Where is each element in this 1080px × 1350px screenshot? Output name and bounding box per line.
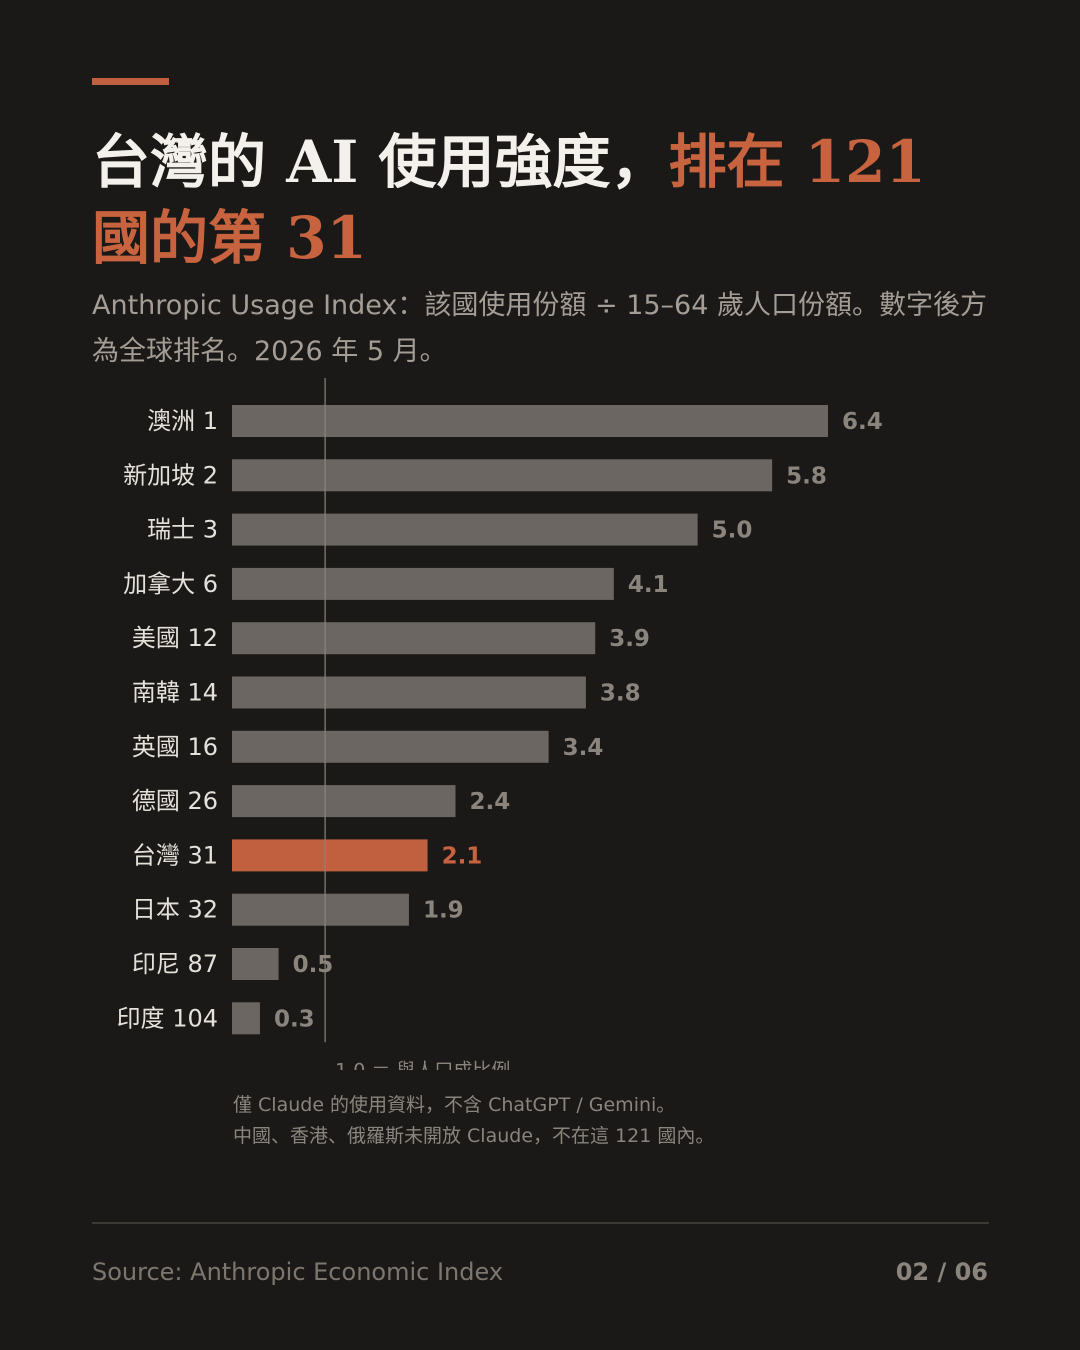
value-label: 2.4: [470, 789, 511, 815]
category-label: 英國 16: [132, 733, 218, 761]
category-label: 澳洲 1: [147, 407, 218, 435]
value-label: 5.8: [786, 463, 827, 489]
category-label: 南韓 14: [132, 679, 218, 707]
footer-divider: [92, 1222, 989, 1224]
category-label: 印尼 87: [132, 950, 218, 978]
value-label: 4.1: [628, 572, 669, 598]
bar: [232, 513, 698, 546]
page-title: 台灣的 AI 使用強度，排在 121 國的第 31: [92, 124, 992, 276]
title-highlight: 排在 121 國的第 31: [92, 128, 926, 272]
bar: [232, 405, 828, 437]
category-label: 瑞士 3: [147, 516, 218, 544]
category-label: 新加坡 2: [123, 461, 218, 489]
category-label: 德國 26: [132, 787, 218, 815]
bar: [232, 567, 614, 600]
bar: [232, 676, 586, 709]
title-main: 台灣的 AI 使用強度，: [92, 128, 669, 196]
page-indicator: 02 / 06: [895, 1258, 988, 1286]
source-credit: Source: Anthropic Economic Index: [92, 1258, 504, 1286]
value-label: 5.0: [712, 518, 753, 544]
bar: [232, 622, 596, 655]
bar: [232, 1002, 260, 1035]
bar: [232, 730, 549, 763]
accent-bar: [92, 78, 169, 85]
value-label: 3.8: [600, 681, 641, 707]
bar: [232, 459, 773, 492]
value-label: 0.5: [293, 952, 334, 978]
category-label: 台灣 31: [132, 841, 218, 869]
value-label: 3.4: [563, 735, 604, 761]
value-label: 0.3: [274, 1006, 315, 1032]
value-label: 6.4: [842, 409, 883, 435]
category-label: 加拿大 6: [123, 570, 218, 598]
subtitle: Anthropic Usage Index：該國使用份額 ÷ 15–64 歲人口…: [92, 290, 987, 367]
category-label: 日本 32: [132, 896, 218, 924]
bar: [232, 948, 279, 980]
category-label: 印度 104: [117, 1004, 218, 1032]
value-label: 2.1: [442, 843, 483, 869]
note-line: 僅 Claude 的使用資料，不含 ChatGPT / Gemini。: [233, 1094, 676, 1116]
value-label: 1.9: [423, 898, 464, 924]
bar: [232, 785, 456, 818]
category-label: 美國 12: [132, 624, 218, 652]
bar-chart: 澳洲 1 6.4 新加坡 2 5.8 瑞士 3 5.0 加拿大 6 4.1 美國 12 3.9 南韓…: [117, 378, 883, 1070]
notes: 僅 Claude 的使用資料，不含 ChatGPT / Gemini。 中國、香…: [233, 1090, 714, 1152]
bar: [232, 893, 409, 926]
note-line: 中國、香港、俄羅斯未開放 Claude，不在這 121 國內。: [233, 1125, 715, 1147]
value-label: 3.9: [609, 626, 650, 652]
reference-line-label: 1.0 ＝ 與人口成比例: [335, 1059, 510, 1070]
bar-highlight: [232, 839, 428, 872]
